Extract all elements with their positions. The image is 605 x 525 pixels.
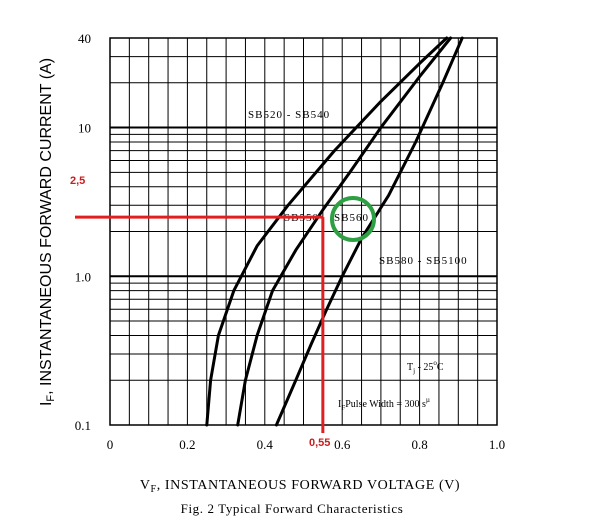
y-tick-label: 1.0 bbox=[75, 269, 91, 284]
x-axis-label: VF, INSTANTANEOUS FORWARD VOLTAGE (V) bbox=[140, 478, 460, 495]
x-tick-label: 0.4 bbox=[257, 437, 274, 452]
x-tick-label: 0.2 bbox=[179, 437, 195, 452]
curve-sb560 bbox=[274, 36, 464, 427]
y-tick-label: 0.1 bbox=[75, 418, 91, 433]
highlight-circle-sb560 bbox=[330, 196, 376, 242]
curve-sb520-sb540 bbox=[205, 36, 449, 427]
y-tick-label: 40 bbox=[78, 31, 91, 46]
x-tick-label: 0 bbox=[107, 437, 114, 452]
grid-layer bbox=[109, 37, 498, 426]
series-label-sb580-sb5100: SB580 - SB5100 bbox=[379, 255, 468, 267]
tick-labels: 0 0.2 0.4 0.6 0.8 1.0 0.1 1.0 10 40 bbox=[75, 31, 505, 452]
reference-y-label: 2,5 bbox=[70, 175, 85, 187]
reference-x-label: 0,55 bbox=[309, 437, 330, 449]
y-tick-label: 10 bbox=[78, 121, 91, 136]
series-label-sb560: SB560 bbox=[334, 212, 369, 224]
x-tick-label: 0.8 bbox=[411, 437, 427, 452]
x-tick-label: 1.0 bbox=[489, 437, 505, 452]
x-tick-label: 0.6 bbox=[334, 437, 351, 452]
reference-lines: 2,5 0,55 bbox=[70, 175, 330, 449]
curve-sb550 bbox=[236, 36, 453, 427]
junction-temperature-label: Tj - 25oC bbox=[407, 359, 444, 375]
curve-layer bbox=[205, 36, 464, 427]
y-axis-label: IF, INSTANTANEOUS FORWARD CURRENT (A) bbox=[38, 58, 57, 406]
pulse-width-label: IFPulse Width = 300 sµ bbox=[338, 396, 430, 412]
figure-caption: Fig. 2 Typical Forward Characteristics bbox=[181, 501, 404, 516]
plot-frame bbox=[109, 37, 498, 426]
series-label-sb520-sb540: SB520 - SB540 bbox=[248, 109, 330, 121]
